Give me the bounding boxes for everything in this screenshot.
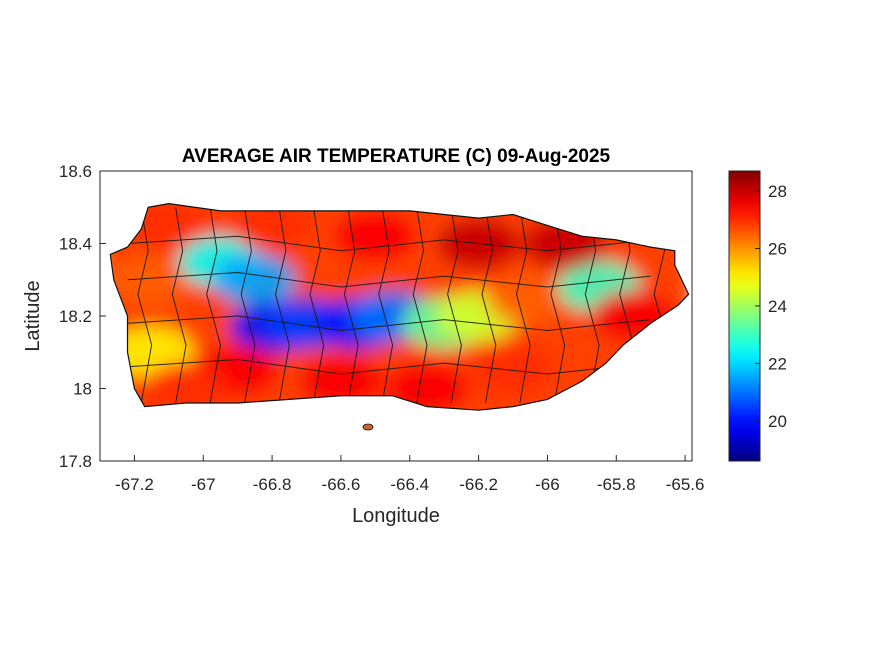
municipality-boundary [127, 271, 651, 288]
colorbar-tick-label: 20 [768, 412, 787, 431]
x-tick-label: -65.6 [666, 475, 705, 494]
x-axis-label: Longitude [352, 505, 440, 527]
colorbar-tick-label: 22 [768, 354, 787, 373]
municipality-boundary [412, 207, 428, 404]
x-tick-label: -67.2 [115, 475, 154, 494]
temperature-sample [333, 210, 418, 263]
municipality-boundary [274, 207, 290, 404]
municipality-boundary [515, 207, 531, 404]
municipality-boundary [240, 207, 256, 404]
x-axis-ticks: -67.2 -67 -66.8 -66.6 -66.4 -66.2 -66 -65.8 -65.… [115, 455, 704, 494]
temperature-sample [212, 253, 297, 306]
municipality-boundary [127, 235, 651, 252]
y-tick-label: 17.8 [59, 452, 92, 471]
municipality-boundary [309, 207, 325, 404]
colorbar-tick-label: 24 [768, 297, 787, 316]
municipality-boundary [378, 207, 394, 404]
municipality-boundary [550, 207, 566, 404]
municipality-boundaries [127, 207, 669, 404]
colorbar-tick-label: 26 [768, 240, 787, 259]
municipality-boundary [481, 207, 497, 404]
x-tick-label: -65.8 [597, 475, 636, 494]
colorbar [728, 170, 761, 462]
municipality-boundary [137, 207, 153, 404]
colorbar-ticks: 20 22 24 26 28 [755, 182, 787, 431]
y-tick-label: 18 [73, 380, 92, 399]
y-axis-ticks: 17.8 18 18.2 18.4 18.6 [59, 162, 106, 471]
y-tick-label: 18.4 [59, 235, 92, 254]
island-coastline [109, 202, 690, 411]
x-tick-label: -66.4 [390, 475, 429, 494]
x-tick-label: -66.6 [322, 475, 361, 494]
y-tick-label: 18.6 [59, 162, 92, 181]
municipality-boundary [343, 207, 359, 404]
municipality-boundary [171, 207, 187, 404]
y-axis-label: Latitude [22, 280, 44, 351]
x-tick-label: -66.2 [459, 475, 498, 494]
colorbar-tick-label: 28 [768, 182, 787, 201]
y-tick-label: 18.2 [59, 307, 92, 326]
chart-title: AVERAGE AIR TEMPERATURE (C) 09-Aug-2025 [182, 146, 611, 167]
municipality-boundary [127, 315, 651, 332]
municipality-boundary [206, 207, 222, 404]
temperature-sample [144, 362, 228, 411]
caja-de-muertos-island [362, 423, 374, 431]
temperature-sample [126, 203, 211, 252]
temperature-field [109, 202, 690, 431]
x-tick-label: -67 [191, 475, 216, 494]
x-tick-label: -66 [535, 475, 560, 494]
temperature-sample [488, 271, 573, 324]
municipality-boundary [127, 358, 651, 375]
x-tick-label: -66.8 [253, 475, 292, 494]
